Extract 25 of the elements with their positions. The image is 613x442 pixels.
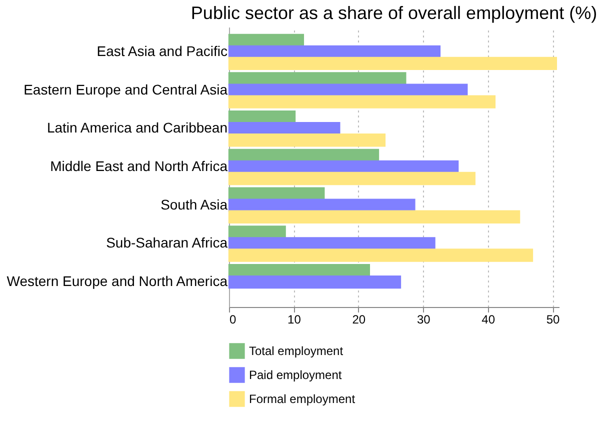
bar [228,275,402,289]
legend-label: Total employment [249,344,344,358]
bar [228,248,534,262]
x-tick-label: 40 [482,312,496,326]
x-tick-label: 20 [352,312,366,326]
x-tick-label: 0 [230,312,236,326]
bar [228,134,386,147]
y-tick-label: Western Europe and North America [6,273,228,290]
x-tick-label: 30 [416,312,431,326]
bar [228,172,476,186]
bar [228,210,520,224]
x-tick-label: 10 [288,312,302,326]
bar [228,56,558,70]
y-tick-label: Eastern Europe and Central Asia [24,81,228,98]
legend-label: Formal employment [249,392,356,406]
bar [228,187,325,200]
x-tick-label: 50 [546,312,560,326]
y-tick-label: Latin America and Caribbean [46,120,228,136]
y-tick-label: Middle East and North Africa [50,158,228,174]
y-tick-label: Sub-Saharan Africa [106,234,228,251]
bar [228,95,496,108]
y-tick-label: East Asia and Pacific [96,42,228,59]
y-tick-label: South Asia [160,196,228,212]
legend-label: Paid employment [249,368,342,382]
chart-title: Public sector as a share of overall employment (%) [190,3,598,23]
